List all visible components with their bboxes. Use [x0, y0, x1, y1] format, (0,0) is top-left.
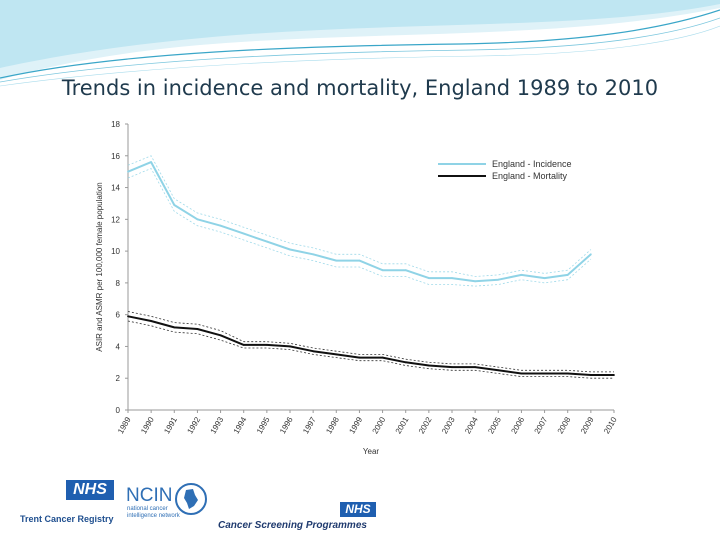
mortality-data-point [543, 372, 546, 375]
y-tick-label: 14 [111, 184, 120, 193]
mortality-data-point [358, 356, 361, 359]
x-axis-title: Year [363, 447, 380, 456]
mortality-data-point [566, 372, 569, 375]
incidence-data-point [289, 248, 291, 251]
incidence-data-point [150, 161, 153, 164]
series-lines [127, 161, 615, 376]
x-tick-label: 2008 [556, 415, 573, 435]
mortality-data-point [451, 366, 453, 368]
ncin-tagline-2: intelligence network [127, 513, 180, 519]
header-wave-decoration [0, 0, 720, 87]
incidence-data-point [265, 240, 268, 243]
nhs-screening-logo: NHS [340, 502, 376, 517]
x-tick-label: 2005 [486, 415, 503, 435]
incidence-data-point [589, 253, 592, 256]
x-tick-label: 1997 [301, 415, 318, 435]
ncin-logo-text: NCIN [126, 485, 173, 506]
chart-legend: England - Incidence England - Mortality [438, 159, 572, 181]
y-tick-label: 4 [116, 342, 121, 351]
mortality-data-point [219, 334, 222, 337]
incidence-data-point [127, 170, 129, 173]
ncin-globe-icon [175, 483, 207, 515]
x-tick-label: 1990 [139, 415, 156, 435]
incidence-data-point [196, 218, 199, 221]
legend-label-mortality: England - Mortality [492, 171, 568, 181]
mortality-data-point [474, 366, 477, 368]
x-tick-label: 1995 [255, 415, 272, 435]
cancer-screening-programmes-label: Cancer Screening Programmes [218, 520, 367, 531]
x-tick-label: 2010 [602, 415, 619, 435]
mortality-data-point [242, 343, 245, 346]
mortality-data-point [497, 369, 500, 372]
incidence-data-point [474, 280, 477, 283]
x-tick-label: 2002 [417, 415, 434, 435]
x-tick-label: 1989 [116, 415, 133, 435]
incidence-data-point [427, 277, 430, 280]
nhs-logo: NHS [66, 480, 114, 500]
x-tick-label: 1996 [278, 415, 295, 435]
mortality-data-point [127, 315, 129, 318]
y-tick-label: 18 [111, 120, 120, 129]
y-tick-label: 12 [111, 215, 120, 224]
y-tick-label: 10 [111, 247, 120, 256]
x-tick-label: 2000 [371, 415, 388, 435]
mortality-data-point [589, 374, 592, 376]
mortality-ci-upper-line [127, 311, 614, 373]
mortality-data-point [173, 326, 176, 329]
incidence-data-point [451, 277, 453, 280]
incidence-data-point [173, 204, 176, 206]
footer-logos: NHS Trent Cancer Registry NCIN national … [0, 470, 720, 540]
y-tick-label: 16 [111, 152, 120, 161]
x-tick-label: 2003 [440, 415, 457, 435]
ncin-tagline-1: national cancer [127, 506, 168, 512]
mortality-data-point [427, 364, 430, 367]
y-tick-label: 6 [116, 311, 121, 320]
mortality-data-point [381, 356, 384, 359]
mortality-data-point [520, 372, 523, 375]
mortality-data-point [265, 343, 268, 346]
legend-label-incidence: England - Incidence [492, 159, 572, 169]
line-chart: 0 2 4 6 8 10 12 14 16 18 1989 1990 1991 1992 1993 1994 1… [95, 120, 619, 456]
y-tick-label: 8 [116, 279, 121, 288]
mortality-data-point [613, 374, 615, 376]
incidence-data-point [520, 274, 523, 276]
incidence-data-point [543, 277, 546, 280]
y-axis-title: ASIR and ASMR per 100,000 female populat… [95, 182, 104, 351]
x-tick-label: 1998 [324, 415, 341, 435]
confidence-interval-lines [127, 155, 614, 379]
y-tick-label: 2 [116, 374, 121, 383]
mortality-data-point [335, 353, 338, 356]
incidence-data-point [404, 269, 407, 272]
x-tick-label: 2007 [533, 415, 550, 435]
slide-title: Trends in incidence and mortality, Engla… [61, 76, 659, 100]
trent-cancer-registry-label: Trent Cancer Registry [20, 514, 114, 524]
incidence-ci-upper-line [127, 155, 592, 277]
mortality-data-point [289, 345, 291, 348]
y-tick-label: 0 [116, 406, 121, 415]
x-tick-label: 1994 [232, 415, 249, 435]
x-tick-label: 1991 [162, 415, 179, 435]
incidence-data-point [219, 224, 222, 227]
incidence-data-point [381, 269, 384, 272]
mortality-series-line [127, 315, 614, 376]
incidence-data-point [497, 278, 500, 281]
incidence-data-point [242, 232, 245, 235]
incidence-data-point [312, 253, 315, 256]
incidence-data-point [335, 259, 338, 262]
mortality-data-point [404, 361, 407, 364]
x-tick-label: 1992 [185, 415, 202, 435]
incidence-data-point [566, 274, 569, 276]
incidence-data-point [358, 259, 361, 262]
mortality-data-point [196, 328, 199, 330]
incidence-ci-lower-line [127, 167, 592, 287]
mortality-data-point [150, 320, 153, 322]
x-tick-label: 1993 [209, 415, 226, 435]
x-tick-label: 2009 [579, 415, 596, 435]
x-tick-label: 2006 [509, 415, 526, 435]
chart-panel: 0 2 4 6 8 10 12 14 16 18 1989 1990 1991 1992 1993 1994 1… [82, 112, 634, 462]
x-tick-label: 2004 [463, 415, 480, 435]
x-tick-label: 1999 [347, 415, 364, 435]
mortality-data-point [312, 350, 315, 353]
x-tick-label: 2001 [394, 415, 411, 435]
